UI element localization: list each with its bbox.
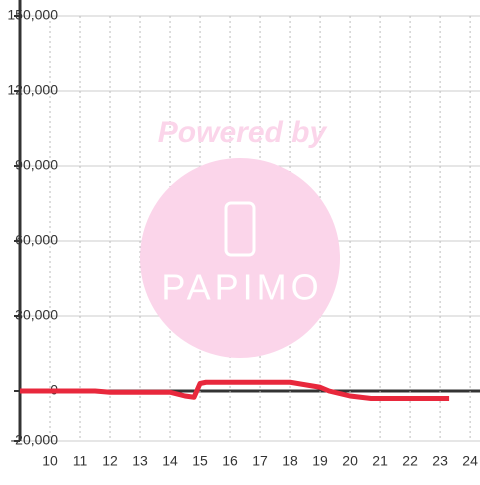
watermark-circle: [140, 158, 340, 358]
x-tick-label: 22: [402, 453, 418, 469]
watermark-icon: [224, 201, 256, 257]
x-tick-label: 12: [102, 453, 118, 469]
y-tick-label: 150,000: [7, 7, 58, 23]
x-tick-label: 11: [73, 453, 88, 469]
x-tick-label: 10: [42, 453, 58, 469]
y-tick-label: 60,000: [15, 232, 58, 248]
x-tick-label: 19: [312, 453, 328, 469]
x-tick-label: 20: [342, 453, 358, 469]
watermark: Powered by PAPIMO: [140, 116, 340, 358]
x-tick-label: 17: [252, 453, 268, 469]
y-tick-label: 90,000: [15, 157, 58, 173]
x-tick-label: 13: [132, 453, 148, 469]
x-tick-label: 21: [372, 453, 388, 469]
x-tick-label: 15: [192, 453, 208, 469]
x-tick-label: 23: [432, 453, 448, 469]
y-tick-label: 30,000: [15, 307, 58, 323]
x-tick-label: 16: [222, 453, 238, 469]
y-tick-label: -20,000: [11, 432, 59, 448]
x-tick-label: 14: [162, 453, 178, 469]
x-tick-label: 18: [282, 453, 298, 469]
data-line: [20, 379, 450, 401]
x-tick-label: 24: [462, 453, 478, 469]
watermark-text: Powered by: [158, 116, 328, 149]
watermark-logo: PAPIMO: [161, 267, 322, 308]
y-tick-label: 120,000: [7, 82, 58, 98]
